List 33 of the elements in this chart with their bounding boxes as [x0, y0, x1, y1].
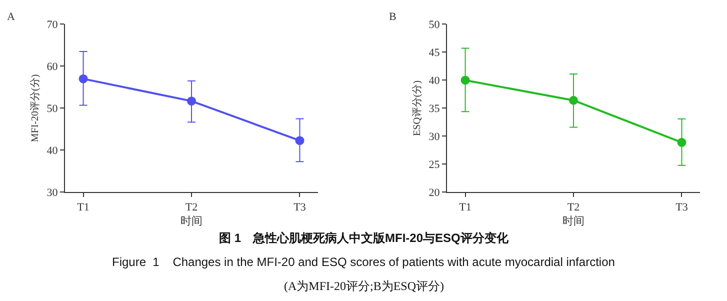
caption: Figure 1 Changes in the MFI-20 and ESQ scores of patients with acute myocardial infarction [112, 255, 615, 269]
x-tick-label: T2 [185, 201, 198, 214]
x-tick-label: T3 [294, 201, 306, 214]
x-axis-title: 时间 [180, 214, 202, 228]
x-axis-title: 时间 [562, 214, 584, 228]
x-tick-label: T1 [459, 201, 472, 214]
point [78, 74, 88, 84]
y-tick-label: 35 [428, 103, 440, 116]
y-axis-title: MFI-20评分(分) [28, 74, 41, 142]
x-tick-label: T3 [676, 201, 688, 214]
y-tick-label: 50 [46, 103, 58, 116]
point [295, 136, 304, 146]
point [677, 138, 686, 147]
y-tick-label: 45 [428, 47, 440, 60]
y-tick-label: 40 [46, 145, 58, 158]
y-axis-title: ESQ评分(分) [410, 80, 423, 136]
text: (A为MFI-20评分;B为ESQ评分) [284, 279, 444, 293]
y-tick-label: 60 [46, 61, 58, 74]
chart-title: A [7, 11, 15, 23]
y-tick-label: 70 [46, 19, 58, 32]
y-tick-label: 20 [428, 187, 440, 200]
x-tick-label: T2 [567, 201, 580, 214]
point [569, 96, 578, 105]
chart-title: B [389, 11, 396, 23]
y-tick-label: 40 [428, 75, 440, 88]
y-tick-label: 30 [428, 131, 440, 144]
y-tick-label: 25 [428, 159, 440, 172]
caption: 图 1 急性心肌梗死病人中文版MFI-20与ESQ评分变化 [219, 231, 510, 245]
x-tick-label: T1 [77, 201, 90, 214]
point [460, 76, 470, 85]
y-tick-label: 50 [428, 19, 440, 32]
y-tick-label: 30 [46, 187, 58, 200]
point [187, 96, 196, 106]
